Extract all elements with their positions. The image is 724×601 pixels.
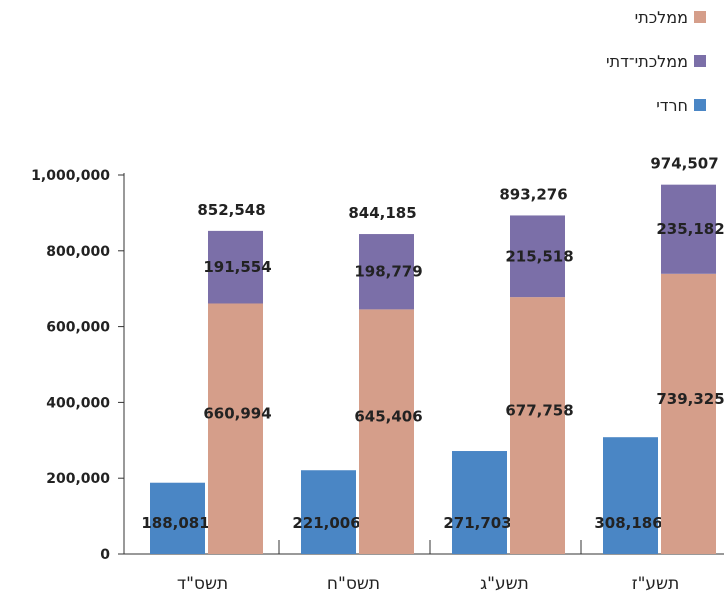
data-label-total: 852,548 [197, 201, 265, 219]
bar-haredi [301, 470, 356, 554]
bar-haredi [603, 437, 658, 554]
chart-legend: ממלכתי ממלכתי־דתי חרדי [606, 6, 706, 138]
legend-item-haredi: חרדי [606, 94, 706, 116]
data-label-mamlachti-dati: 215,518 [505, 247, 573, 265]
x-category-label: תשע"ז [632, 574, 680, 594]
bar-mamlachti [661, 273, 716, 554]
y-tick-label: 600,000 [46, 320, 110, 336]
data-label-total: 974,507 [650, 155, 718, 173]
data-label-mamlachti-dati: 191,554 [203, 258, 271, 276]
bar-mamlachti-dati [510, 215, 565, 298]
legend-label-dati: ממלכתי־דתי [606, 51, 688, 71]
data-label-total: 893,276 [499, 185, 567, 203]
legend-swatch-mamlachti [694, 11, 706, 23]
bar-mamlachti [359, 309, 414, 554]
data-label-mamlachti: 739,325 [656, 390, 724, 408]
bar-mamlachti-dati [208, 230, 263, 304]
bar-mamlachti [510, 297, 565, 554]
legend-item-dati: ממלכתי־דתי [606, 50, 706, 72]
legend-item-mamlachti: ממלכתי [606, 6, 706, 28]
bar-mamlachti-dati [359, 234, 414, 310]
legend-swatch-haredi [694, 99, 706, 111]
y-tick-label: 200,000 [46, 471, 110, 487]
legend-label-mamlachti: ממלכתי [634, 7, 688, 27]
y-tick-label: 0 [100, 547, 110, 563]
data-label-haredi: 188,081 [141, 514, 209, 532]
x-category-label: תשס"ד [177, 574, 228, 594]
legend-label-haredi: חרדי [656, 95, 688, 115]
bar-mamlachti [208, 303, 263, 554]
data-label-haredi: 308,186 [594, 514, 662, 532]
data-label-mamlachti-dati: 198,779 [354, 263, 422, 281]
bar-haredi [150, 482, 205, 554]
data-label-mamlachti: 660,994 [203, 405, 271, 423]
x-category-label: תשע"ג [480, 574, 529, 594]
bar-haredi [452, 451, 507, 554]
legend-swatch-dati [694, 55, 706, 67]
data-label-haredi: 271,703 [443, 514, 511, 532]
y-tick-label: 800,000 [46, 244, 110, 260]
data-label-mamlachti-dati: 235,182 [656, 220, 724, 238]
data-label-mamlachti: 645,406 [354, 408, 422, 426]
data-label-haredi: 221,006 [292, 514, 360, 532]
y-tick-label: 1,000,000 [31, 168, 110, 184]
data-label-mamlachti: 677,758 [505, 402, 573, 420]
data-label-total: 844,185 [348, 204, 416, 222]
x-category-label: תשס"ח [327, 574, 380, 594]
y-tick-label: 400,000 [46, 395, 110, 411]
bar-mamlachti-dati [661, 184, 716, 274]
